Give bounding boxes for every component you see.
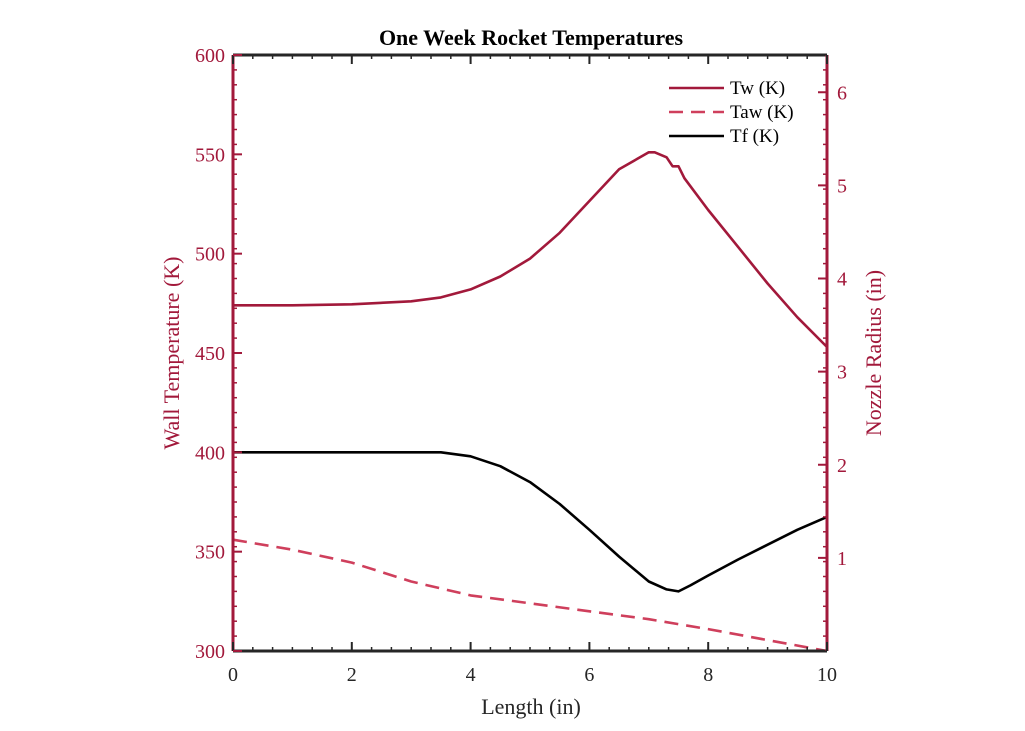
x-tick-label: 0 (228, 664, 238, 686)
x-tick-label: 2 (347, 664, 357, 686)
x-tick-label: 6 (584, 664, 594, 686)
y-tick-label: 450 (195, 343, 225, 365)
y2-tick-label: 3 (837, 362, 847, 384)
y2-axis-label: Nozzle Radius (in) (861, 270, 886, 436)
chart-title: One Week Rocket Temperatures (379, 25, 684, 50)
y2-tick-label: 5 (837, 175, 847, 197)
y-axis-label: Wall Temperature (K) (159, 257, 184, 450)
y-tick-label: 400 (195, 442, 225, 464)
y2-tick-label: 4 (837, 269, 847, 291)
legend-label-2: Taw (K) (730, 102, 794, 123)
series-line-1 (233, 151, 828, 348)
x-tick-label: 8 (703, 664, 713, 686)
x-tick-label: 10 (817, 664, 837, 686)
x-axis-label: Length (in) (481, 694, 581, 719)
plot-lines (232, 151, 828, 653)
legend-label-1: Tw (K) (730, 78, 785, 99)
series-line-2 (232, 538, 828, 653)
y-tick-label: 600 (195, 45, 225, 67)
y2-tick-label: 1 (837, 548, 847, 570)
legend: Tw (K) Taw (K) Tf (K) (669, 78, 794, 147)
y-tick-label: 350 (195, 542, 225, 564)
legend-label-3: Tf (K) (730, 126, 779, 147)
y2-tick-label: 6 (837, 82, 847, 104)
y-tick-label: 550 (195, 144, 225, 166)
y2-tick-label: 2 (837, 455, 847, 477)
y-tick-label: 500 (195, 244, 225, 266)
x-tick-label: 4 (466, 664, 476, 686)
y-tick-label: 300 (195, 641, 225, 663)
series-line-3 (233, 450, 828, 593)
axes: 0 2 4 6 8 10 300 350 400 450 500 550 600 1 2 3 4 5 6 (195, 45, 847, 686)
